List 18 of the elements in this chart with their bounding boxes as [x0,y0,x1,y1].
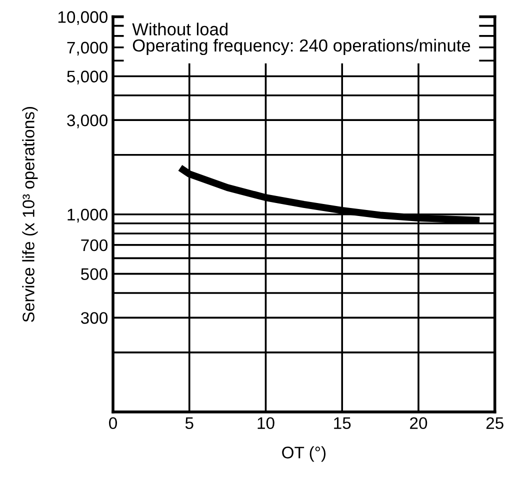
x-tick-label: 10 [258,417,274,430]
y-tick-label: 7,000 [67,42,108,56]
x-tick-label: 0 [109,417,117,430]
y-tick-label: 1,000 [68,208,108,223]
x-axis-title: OT (°) [282,446,326,462]
annotation: Without load [132,22,228,36]
annotation: Operating frequency: 240 operations/minute [132,38,470,56]
y-tick-label: 300 [80,312,108,324]
y-tick-label: 500 [81,268,108,280]
x-tick-label: 25 [486,417,504,430]
x-tick-label: 20 [410,417,428,430]
y-tick-label: 3,000 [67,114,108,128]
x-tick-label: 5 [185,417,194,430]
x-tick-label: 15 [334,417,351,430]
y-tick-label: 5,000 [67,70,108,84]
y-axis-title: Service life (x 10³ operations) [22,107,38,322]
y-tick-label: 10,000 [58,11,108,25]
y-tick-label: 700 [81,239,108,252]
